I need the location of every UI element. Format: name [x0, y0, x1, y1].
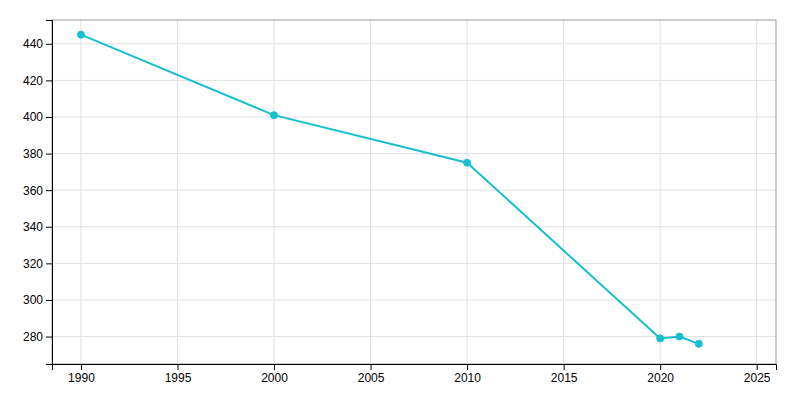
y-tick-label: 360 — [23, 184, 43, 198]
y-tick-mark — [46, 154, 52, 155]
x-tick: 2005 — [358, 364, 385, 385]
plot-area: 1990 1995 2000 2005 2010 2015 2020 2025 280 300 32… — [23, 20, 777, 385]
y-tick-mark — [46, 44, 52, 45]
y-tick-label: 300 — [23, 293, 43, 307]
grid — [52, 20, 776, 364]
y-tick-label: 380 — [23, 147, 43, 161]
x-tick-mark — [757, 364, 758, 370]
x-tick: 2015 — [551, 364, 578, 385]
y-tick-mark — [46, 337, 52, 338]
x-tick-label: 2010 — [454, 371, 481, 385]
y-grid-line — [52, 299, 776, 300]
x-tick-mark — [467, 364, 468, 370]
y-grid-line — [52, 263, 776, 264]
x-axis: 1990 1995 2000 2005 2010 2015 2020 2025 — [53, 364, 777, 385]
y-tick-label: 420 — [23, 74, 43, 88]
point — [464, 159, 471, 166]
x-tick-label: 1995 — [165, 371, 192, 385]
x-tick: 2010 — [454, 364, 481, 385]
x-tick: 2025 — [744, 364, 771, 385]
y-tick: 400 — [23, 110, 52, 124]
x-tick-label: 1990 — [68, 371, 95, 385]
y-tick: 300 — [23, 293, 52, 307]
point — [271, 112, 278, 119]
x-tick-mark — [660, 364, 661, 370]
y-tick-mark — [46, 190, 52, 191]
y-tick-label: 320 — [23, 257, 43, 271]
y-tick: 440 — [23, 37, 52, 51]
x-tick: 2020 — [647, 364, 674, 385]
y-tick-label: 340 — [23, 220, 43, 234]
page: {"chart_data": {"type": "line", "x": [19… — [0, 0, 800, 400]
line — [81, 35, 699, 344]
x-tick: 1990 — [68, 364, 95, 385]
x-grid-line — [563, 20, 564, 364]
y-grid-line — [52, 80, 776, 81]
plot-frame — [52, 20, 776, 364]
x-grid-line — [370, 20, 371, 364]
chart-svg: 1990 1995 2000 2005 2010 2015 2020 2025 280 300 32… — [0, 0, 800, 400]
point — [657, 335, 664, 342]
y-tick: 320 — [23, 257, 52, 271]
x-tick-mark — [274, 364, 275, 370]
y-tick-mark — [46, 227, 52, 228]
y-grid-line — [52, 43, 776, 44]
x-grid-line — [660, 20, 661, 364]
x-grid-line — [756, 20, 757, 364]
y-grid-line — [52, 116, 776, 117]
x-grid-line — [80, 20, 81, 364]
y-tick: 360 — [23, 184, 52, 198]
data-marks — [77, 31, 702, 347]
x-grid-line — [467, 20, 468, 364]
y-tick-label: 400 — [23, 110, 43, 124]
y-tick-mark — [46, 263, 52, 264]
x-tick-label: 2005 — [358, 371, 385, 385]
y-tick-label: 280 — [23, 330, 43, 344]
y-tick: 340 — [23, 220, 52, 234]
y-axis-line — [46, 21, 53, 365]
y-tick-label: 440 — [23, 37, 43, 51]
y-axis: 280 300 320 340 360 380 400 420 440 — [23, 21, 53, 365]
y-tick-mark — [46, 300, 52, 301]
x-tick-label: 2025 — [744, 371, 771, 385]
x-tick-label: 2015 — [551, 371, 578, 385]
x-grid-line — [274, 20, 275, 364]
point — [695, 340, 702, 347]
y-grid-line — [52, 226, 776, 227]
point — [77, 31, 84, 38]
x-tick-label: 2020 — [647, 371, 674, 385]
point — [676, 333, 683, 340]
y-tick-mark — [46, 80, 52, 81]
y-grid-line — [52, 153, 776, 154]
y-tick-mark — [46, 117, 52, 118]
x-tick-label: 2000 — [261, 371, 288, 385]
x-grid-line — [177, 20, 178, 364]
y-grid-line — [52, 190, 776, 191]
y-tick: 420 — [23, 74, 52, 88]
chart-container: 1990 1995 2000 2005 2010 2015 2020 2025 280 300 32… — [0, 0, 800, 400]
x-tick-mark — [177, 364, 178, 370]
x-tick: 1995 — [165, 364, 192, 385]
x-tick-mark — [564, 364, 565, 370]
y-tick: 280 — [23, 330, 52, 344]
x-tick: 2000 — [261, 364, 288, 385]
y-tick: 380 — [23, 147, 52, 161]
x-axis-line — [53, 365, 777, 371]
x-tick-mark — [81, 364, 82, 370]
x-tick-mark — [371, 364, 372, 370]
